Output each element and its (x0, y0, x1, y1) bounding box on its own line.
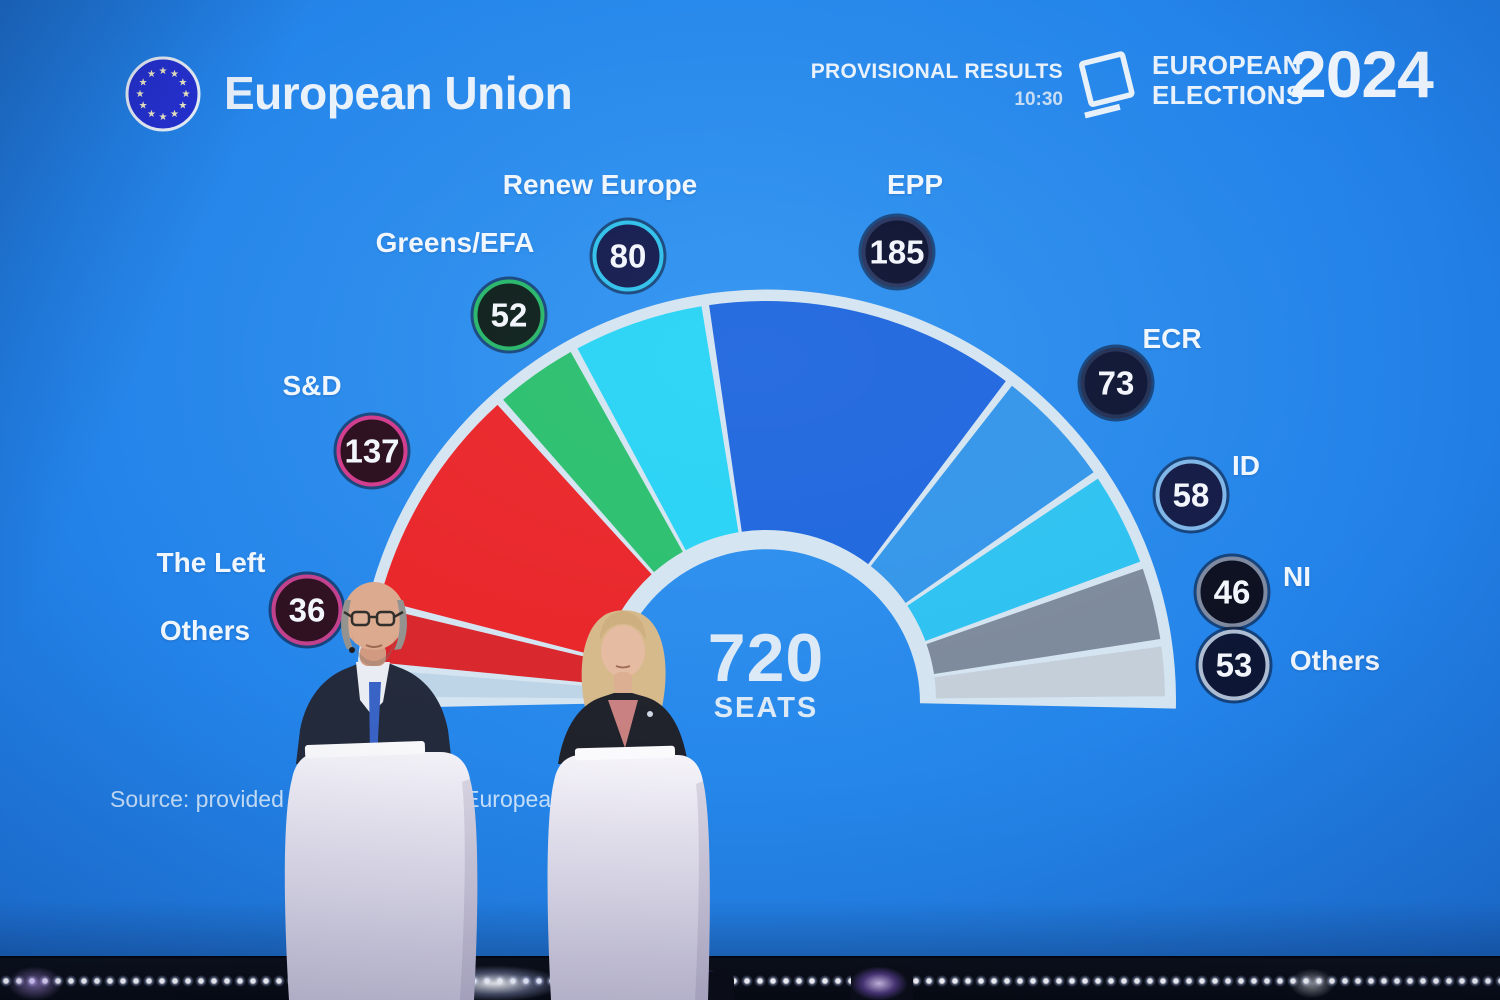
label-others-right: Others (1289, 645, 1381, 676)
badge-renew: 80 (592, 220, 664, 292)
label-ecr: ECR (1142, 323, 1202, 354)
provisional-results-label: PROVISIONAL RESULTS (810, 60, 1063, 83)
elections-word2: ELECTIONS (1152, 80, 1304, 110)
podium-right (547, 745, 710, 1000)
speaker-right (558, 610, 688, 764)
label-others-left: Others (159, 615, 251, 646)
badge-others: 53 (1198, 629, 1270, 701)
svg-text:★: ★ (159, 66, 168, 77)
speaker-left (296, 582, 452, 764)
svg-text:★: ★ (170, 109, 179, 120)
slice-greens-efa (503, 352, 683, 573)
stage-front (0, 956, 1500, 1000)
brand-title: European Union (224, 67, 573, 119)
badge-greens: 52 (473, 279, 545, 351)
elections-wordmark: EUROPEAN ELECTIONS (1152, 50, 1304, 110)
slice-the-left (368, 607, 601, 684)
svg-text:★: ★ (170, 69, 179, 80)
microphone (349, 647, 355, 653)
podium-papers (574, 745, 676, 761)
ballot-box-icon (1079, 51, 1135, 119)
slice-s-d (379, 404, 652, 658)
eu-flag-stars: ★ ★★ ★★★ ★★★ ★★★ (136, 66, 191, 123)
slice-others (934, 646, 1165, 699)
led-screen: ★ ★ ★ ★ ★ ★ ★ ★ ★ ★ ★ ★ European Union PROVISION… (0, 0, 1500, 958)
eu-flag-logo: ★ ★★ ★★★ ★★★ ★★★ (125, 56, 201, 132)
slice-epp (709, 301, 1006, 565)
slice-ni (926, 568, 1161, 674)
screen-bottom-shadow (0, 900, 1500, 958)
label-epp: EPP (886, 169, 944, 200)
svg-text:★: ★ (139, 101, 148, 112)
label-sd: S&D (282, 370, 342, 401)
election-year: 2024 (1290, 37, 1434, 111)
badge-id: 58 (1155, 459, 1227, 531)
badge-ecr: 73 (1080, 347, 1152, 419)
svg-text:★: ★ (139, 78, 148, 89)
svg-text:★: ★ (159, 112, 168, 123)
slice-renew-europe (577, 306, 739, 551)
slice-ecr (870, 385, 1094, 603)
total-seats: 720 SEATS (707, 620, 825, 725)
badge-epp: 185 (861, 216, 933, 288)
svg-text:★: ★ (182, 89, 191, 100)
elections-word1: EUROPEAN (1152, 50, 1302, 80)
results-time: 10:30 (1014, 89, 1063, 110)
provisional-results-block: PROVISIONAL RESULTS 10:30 (811, 60, 1063, 111)
slice-id (907, 478, 1141, 641)
total-seats-number: 720 (707, 620, 825, 696)
svg-text:★: ★ (136, 89, 145, 100)
total-seats-word: SEATS (713, 692, 819, 724)
lapel-pin (647, 711, 653, 717)
glasses (343, 610, 404, 627)
podium-left (284, 741, 478, 1000)
label-id: ID (1232, 450, 1260, 481)
label-renew: Renew Europe (502, 169, 698, 200)
svg-text:★: ★ (147, 109, 156, 120)
podium-papers (304, 741, 426, 758)
badge-sd: 137 (336, 415, 408, 487)
label-ni: NI (1283, 561, 1311, 592)
label-the-left: The Left (156, 547, 266, 578)
badge-ni: 46 (1196, 556, 1268, 628)
badge-the-left: 36 (271, 574, 343, 646)
label-greens-efa: Greens/EFA (375, 227, 535, 258)
svg-text:★: ★ (147, 69, 156, 80)
svg-text:★: ★ (178, 78, 187, 89)
svg-text:★: ★ (178, 101, 187, 112)
